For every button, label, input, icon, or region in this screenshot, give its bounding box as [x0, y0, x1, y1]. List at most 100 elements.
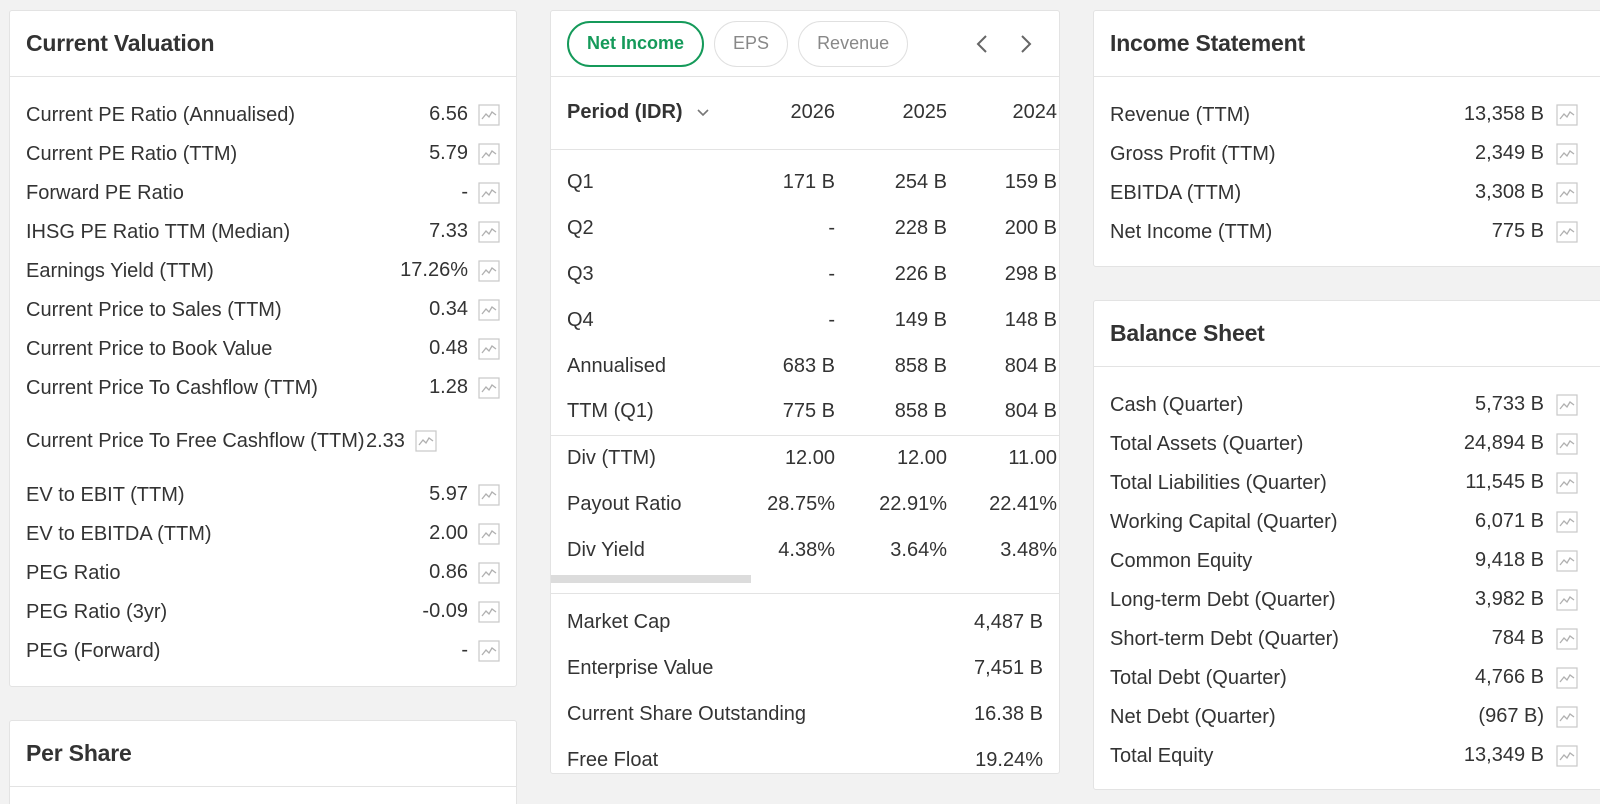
line-chart-icon[interactable] — [1556, 549, 1578, 572]
table-row: Payout Ratio 28.75% 22.91% 22.41% — [551, 481, 1059, 527]
line-chart-icon[interactable] — [478, 600, 500, 623]
metric-label: Gross Profit (TTM) — [1110, 142, 1276, 165]
line-chart-icon[interactable] — [1556, 220, 1578, 243]
cell-value: 200 B — [1004, 216, 1057, 239]
period-selector[interactable]: Period (IDR) — [551, 77, 735, 149]
pager — [971, 32, 1037, 56]
line-chart-icon[interactable] — [478, 483, 500, 506]
cell-value: 4.38% — [778, 538, 835, 561]
tab-eps[interactable]: EPS — [714, 20, 789, 67]
metric-value: - — [461, 639, 468, 661]
summary-row: Enterprise Value 7,451 B — [567, 645, 1043, 691]
card-title: Balance Sheet — [1110, 320, 1265, 346]
period-label: Period (IDR) — [567, 101, 683, 124]
chevron-right-icon[interactable] — [1013, 32, 1037, 56]
summary-value: 16.38 B — [974, 702, 1043, 725]
metric-value: 0.86 — [429, 561, 468, 583]
valuation-row: Current Price To Cashflow (TTM) 1.28 — [26, 368, 500, 407]
card-header: Current Valuation — [10, 11, 516, 77]
per-share-card: Per Share — [9, 720, 517, 804]
line-chart-icon[interactable] — [478, 337, 500, 360]
chevron-down-icon — [697, 109, 709, 117]
summary-row: Market Cap 4,487 B — [567, 599, 1043, 645]
line-chart-icon[interactable] — [415, 430, 437, 452]
line-chart-icon[interactable] — [478, 639, 500, 662]
line-chart-icon[interactable] — [1556, 666, 1578, 689]
line-chart-icon[interactable] — [1556, 705, 1578, 728]
income-row: EBITDA (TTM) 3,308 B — [1110, 173, 1596, 212]
line-chart-icon[interactable] — [478, 376, 500, 399]
table-row: Q1 171 B 254 B 159 B — [551, 149, 1059, 205]
metric-value: 7.33 — [429, 220, 468, 242]
metric-value: 2,349 B — [1475, 142, 1544, 164]
metric-label: IHSG PE Ratio TTM (Median) — [26, 220, 291, 243]
row-label: Q2 — [567, 216, 594, 239]
line-chart-icon[interactable] — [478, 298, 500, 321]
year-header: 2025 — [902, 101, 948, 124]
tab-net-income[interactable]: Net Income — [567, 20, 705, 67]
metric-value: -0.09 — [422, 600, 468, 622]
summary-value: 7,451 B — [974, 656, 1043, 679]
cell-value: 298 B — [1004, 262, 1057, 285]
line-chart-icon[interactable] — [1556, 181, 1578, 204]
valuation-row: Earnings Yield (TTM) 17.26% — [26, 251, 500, 290]
line-chart-icon[interactable] — [1556, 471, 1578, 494]
metric-value: 0.34 — [429, 298, 468, 320]
metric-value: 5,733 B — [1475, 393, 1544, 415]
card-title: Income Statement — [1110, 30, 1305, 56]
line-chart-icon[interactable] — [1556, 627, 1578, 650]
year-header: 2024 — [1012, 101, 1058, 124]
row-label: Div (TTM) — [567, 446, 656, 469]
metric-label: Current Price to Book Value — [26, 337, 273, 360]
table-row: Q2 - 228 B 200 B — [551, 205, 1059, 251]
line-chart-icon[interactable] — [478, 181, 500, 204]
balance-list: Cash (Quarter) 5,733 B Total Assets (Quar… — [1094, 367, 1600, 775]
balance-row: Short-term Debt (Quarter) 784 B — [1110, 619, 1596, 658]
line-chart-icon[interactable] — [478, 522, 500, 545]
income-row: Revenue (TTM) 13,358 B — [1110, 95, 1596, 134]
metric-value: 13,358 B — [1463, 103, 1544, 125]
metric-value: 2.33 — [366, 429, 405, 452]
line-chart-icon[interactable] — [478, 103, 500, 126]
horizontal-scrollbar[interactable] — [551, 575, 751, 583]
year-header: 2026 — [790, 101, 836, 124]
valuation-list: Current PE Ratio (Annualised) 6.56 Curren… — [10, 77, 516, 670]
cell-value: 858 B — [894, 400, 947, 423]
line-chart-icon[interactable] — [478, 142, 500, 165]
line-chart-icon[interactable] — [1556, 588, 1578, 611]
metric-label: PEG Ratio (3yr) — [26, 600, 168, 623]
line-chart-icon[interactable] — [1556, 432, 1578, 455]
cell-value: 28.75% — [767, 492, 835, 515]
line-chart-icon[interactable] — [1556, 744, 1578, 767]
valuation-row: EV to EBIT (TTM) 5.97 — [26, 475, 500, 514]
cell-value: 22.41% — [989, 492, 1057, 515]
line-chart-icon[interactable] — [1556, 103, 1578, 126]
line-chart-icon[interactable] — [478, 220, 500, 243]
card-header: Income Statement — [1094, 11, 1600, 77]
line-chart-icon[interactable] — [1556, 393, 1578, 416]
cell-value: 12.00 — [784, 446, 835, 469]
tab-revenue[interactable]: Revenue — [798, 20, 909, 67]
line-chart-icon[interactable] — [478, 561, 500, 584]
metric-label: Total Equity — [1110, 744, 1214, 767]
chevron-left-icon[interactable] — [971, 32, 995, 56]
balance-row: Total Liabilities (Quarter) 11,545 B — [1110, 463, 1596, 502]
table-row: Q3 - 226 B 298 B — [551, 251, 1059, 297]
metric-label: Revenue (TTM) — [1110, 103, 1251, 126]
cell-value: 149 B — [894, 308, 947, 331]
metric-value: 11,545 B — [1465, 471, 1544, 493]
cell-value: - — [828, 262, 835, 285]
metric-value: 6.56 — [429, 103, 468, 125]
valuation-row: Current PE Ratio (Annualised) 6.56 — [26, 95, 500, 134]
income-statement-card: Income Statement Revenue (TTM) 13,358 B G… — [1093, 10, 1600, 267]
cell-value: 3.48% — [1000, 538, 1057, 561]
line-chart-icon[interactable] — [478, 259, 500, 282]
metric-value: - — [461, 181, 468, 203]
metric-label: Common Equity — [1110, 549, 1253, 572]
line-chart-icon[interactable] — [1556, 142, 1578, 165]
line-chart-icon[interactable] — [1556, 510, 1578, 533]
valuation-row: Current Price to Sales (TTM) 0.34 — [26, 290, 500, 329]
summary-value: 19.24% — [975, 748, 1043, 771]
metric-label: Long-term Debt (Quarter) — [1110, 588, 1336, 611]
metric-value: 0.48 — [429, 337, 468, 359]
